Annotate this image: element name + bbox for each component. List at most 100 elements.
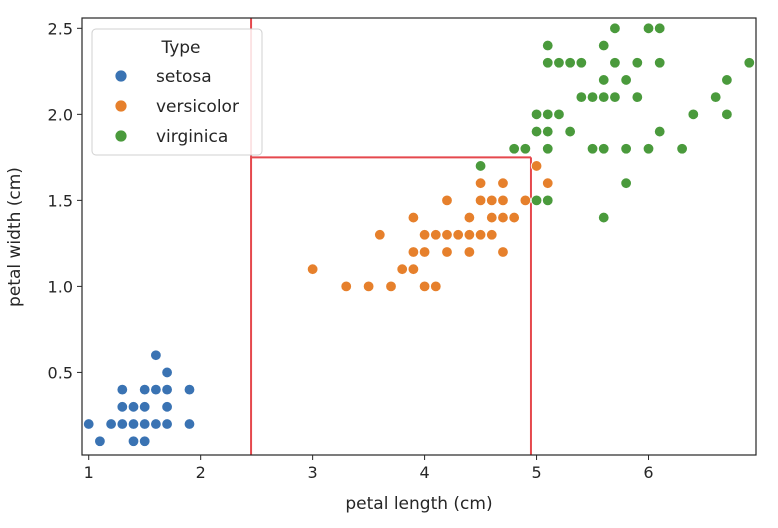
point-versicolor	[340, 280, 352, 293]
point-virginica	[575, 91, 588, 103]
y-tick-label: 2.5	[48, 19, 73, 38]
point-virginica	[631, 57, 644, 69]
point-virginica	[508, 143, 520, 155]
point-versicolor	[430, 280, 442, 293]
point-setosa	[127, 401, 140, 413]
point-setosa	[183, 383, 196, 396]
point-setosa	[138, 401, 151, 413]
point-virginica	[542, 57, 554, 69]
point-virginica	[598, 74, 610, 86]
point-virginica	[564, 57, 576, 69]
point-versicolor	[407, 263, 420, 275]
point-versicolor	[463, 229, 476, 241]
point-versicolor	[441, 229, 453, 241]
point-setosa	[161, 418, 173, 430]
point-versicolor	[497, 177, 509, 189]
point-versicolor	[374, 229, 386, 241]
point-virginica	[542, 194, 554, 207]
y-tick-label: 1.0	[48, 277, 73, 296]
legend-marker-setosa	[114, 69, 128, 83]
point-setosa	[116, 383, 129, 396]
point-virginica	[542, 143, 554, 155]
legend-label-versicolor: versicolor	[156, 97, 239, 117]
point-virginica	[553, 108, 565, 121]
point-virginica	[721, 74, 733, 86]
legend-marker-versicolor	[114, 99, 128, 113]
legend-label-virginica: virginica	[156, 127, 228, 147]
point-virginica	[609, 57, 621, 69]
point-versicolor	[441, 246, 453, 258]
point-virginica	[598, 211, 610, 224]
point-versicolor	[452, 229, 464, 241]
data-points	[83, 22, 755, 447]
point-setosa	[150, 418, 162, 430]
legend: Type setosa versicolor virginica	[91, 28, 263, 156]
point-virginica	[620, 177, 632, 189]
point-versicolor	[407, 246, 420, 258]
point-setosa	[138, 435, 151, 447]
point-virginica	[598, 91, 610, 103]
point-virginica	[474, 160, 487, 172]
y-axis-ticks: 0.5 1.0 1.5 2.0 2.5	[48, 19, 82, 382]
legend-label-setosa: setosa	[156, 67, 212, 87]
x-tick-label: 3	[308, 463, 318, 482]
point-versicolor	[441, 194, 453, 207]
plot-frame	[81, 17, 757, 456]
point-virginica	[530, 108, 543, 121]
legend-title: Type	[160, 38, 200, 58]
point-virginica	[542, 125, 554, 138]
point-virginica	[609, 22, 621, 35]
point-virginica	[586, 91, 599, 103]
point-versicolor	[474, 177, 487, 189]
point-virginica	[530, 125, 543, 138]
point-virginica	[709, 91, 722, 103]
x-tick-label: 6	[643, 463, 653, 482]
point-virginica	[642, 143, 655, 155]
point-virginica	[542, 39, 554, 52]
point-versicolor	[385, 280, 397, 293]
point-virginica	[654, 125, 666, 138]
point-virginica	[620, 74, 632, 86]
legend-marker-virginica	[114, 129, 128, 143]
point-virginica	[687, 108, 700, 121]
point-virginica	[631, 91, 644, 103]
point-virginica	[598, 143, 610, 155]
point-versicolor	[508, 211, 520, 224]
point-versicolor	[519, 194, 532, 207]
legend-box	[91, 28, 263, 156]
point-versicolor	[486, 194, 498, 207]
x-tick-label: 2	[196, 463, 206, 482]
point-versicolor	[486, 229, 498, 241]
point-versicolor	[418, 280, 431, 293]
y-tick-label: 1.5	[48, 191, 73, 210]
point-versicolor	[407, 211, 420, 224]
x-axis-ticks: 1 2 3 4 5 6	[84, 455, 654, 482]
point-virginica	[620, 143, 632, 155]
point-setosa	[94, 435, 106, 447]
point-versicolor	[497, 211, 509, 224]
point-setosa	[183, 418, 196, 430]
point-versicolor	[306, 263, 319, 275]
point-versicolor	[497, 194, 509, 207]
point-setosa	[161, 401, 173, 413]
point-setosa	[116, 418, 129, 430]
point-setosa	[150, 383, 162, 396]
point-versicolor	[463, 246, 476, 258]
point-virginica	[654, 57, 666, 69]
point-virginica	[654, 22, 666, 35]
point-versicolor	[430, 229, 442, 241]
point-setosa	[105, 418, 117, 430]
y-tick-label: 2.0	[48, 105, 73, 124]
point-virginica	[743, 57, 755, 69]
point-setosa	[150, 349, 162, 361]
point-setosa	[116, 401, 129, 413]
point-versicolor	[486, 211, 498, 224]
point-virginica	[676, 143, 688, 155]
point-setosa	[83, 418, 95, 430]
point-versicolor	[463, 211, 476, 224]
point-versicolor	[418, 246, 431, 258]
point-virginica	[721, 108, 733, 121]
x-tick-label: 5	[531, 463, 541, 482]
point-versicolor	[396, 263, 408, 275]
